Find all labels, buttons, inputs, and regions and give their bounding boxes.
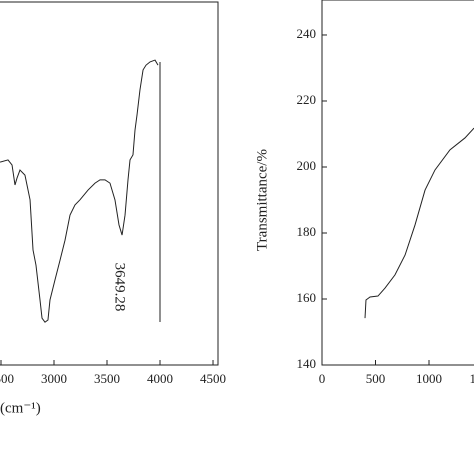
x-tick-label: 1500 <box>470 371 474 386</box>
y-tick-label: 180 <box>297 224 317 239</box>
x-tick-label: 4000 <box>147 371 173 386</box>
x-tick-label: 500 <box>366 371 386 386</box>
y-tick-label: 200 <box>297 158 317 173</box>
plot-frame <box>0 1 219 366</box>
y-axis-label: Transmittance/% <box>254 149 270 251</box>
y-tick-label: 240 <box>297 26 317 41</box>
plot-frame <box>321 0 474 366</box>
y-tick-label: 220 <box>297 92 317 107</box>
x-tick-label: 3500 <box>94 371 120 386</box>
x-tick-label: 2500 <box>0 371 14 386</box>
x-tick-label: 3000 <box>41 371 67 386</box>
data-line <box>364 127 474 319</box>
x-tick-label: 4500 <box>200 371 226 386</box>
y-tick-label: 160 <box>297 290 317 305</box>
data-line <box>0 59 159 323</box>
annotation: 3649.28 <box>112 263 128 312</box>
x-tick-label: 1000 <box>416 371 442 386</box>
x-axis-label: (cm⁻¹) <box>0 400 41 416</box>
x-tick-label: 0 <box>319 371 326 386</box>
y-tick-label: 140 <box>297 356 317 371</box>
